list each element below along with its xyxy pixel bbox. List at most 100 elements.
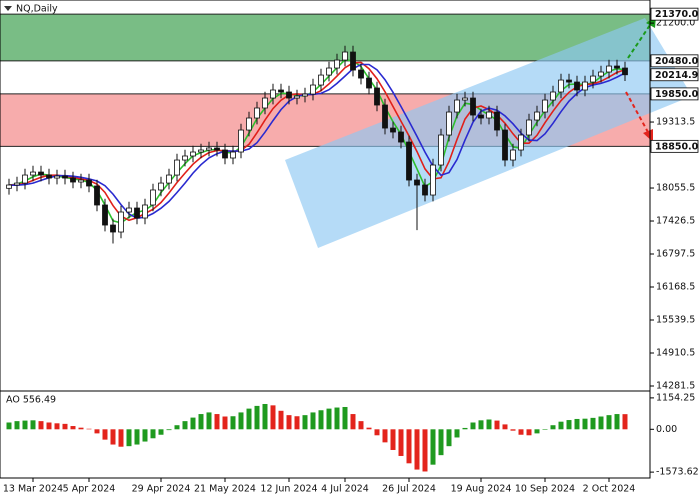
candle-body (86, 179, 92, 187)
ao-bar (390, 429, 396, 450)
ao-bar (54, 423, 60, 430)
candle-body (278, 89, 284, 93)
ao-bar (310, 412, 316, 430)
candle-body (230, 151, 236, 159)
candle-body (614, 65, 620, 69)
ao-bar (246, 408, 252, 430)
ao-bar (326, 408, 332, 430)
ao-bar (222, 416, 228, 430)
ao-bar (574, 418, 580, 430)
chart-title: NQ,Daily (16, 4, 58, 15)
candle-body (206, 147, 212, 151)
candle-body (334, 59, 340, 69)
ao-bar (598, 416, 604, 430)
candle-body (534, 111, 540, 121)
ao-bar (534, 429, 540, 434)
ao-bar (566, 420, 572, 430)
level-label-box (650, 139, 699, 153)
candle-body (566, 79, 572, 83)
x-tick-label: 2 Oct 2024 (583, 484, 636, 495)
ao-bar (126, 429, 132, 447)
ao-bar (406, 429, 412, 464)
y-tick-label: 21200.0 (656, 18, 695, 29)
ao-bar (230, 416, 236, 430)
ao-bar (270, 405, 276, 430)
ao-bar (14, 421, 20, 430)
candle-body (166, 174, 172, 184)
ao-bar (70, 426, 76, 430)
ao-bar (438, 429, 444, 456)
ao-bar (518, 429, 524, 435)
ao-bar (182, 421, 188, 430)
candle-body (126, 207, 132, 213)
ao-bar (46, 422, 52, 430)
candle-body (582, 81, 588, 91)
x-tick-label: 26 Jul 2024 (382, 484, 436, 495)
ao-bar (102, 429, 108, 440)
y-tick-label: 14281.5 (656, 380, 695, 391)
ao-bar (86, 428, 92, 430)
ao-bar (494, 420, 500, 430)
candle-body (478, 114, 484, 119)
ao-bar (382, 429, 388, 443)
candle-body (366, 77, 372, 89)
candle-body (526, 119, 532, 136)
candle-body (406, 141, 412, 181)
candle-body (110, 224, 116, 233)
candle-body (46, 174, 52, 179)
ao-bar (486, 419, 492, 430)
ao-bar (502, 424, 508, 430)
ao-bar (150, 429, 156, 439)
candle-body (38, 171, 44, 176)
candle-body (182, 155, 188, 161)
ao-bar (30, 420, 36, 430)
candle-body (438, 134, 444, 166)
ao-bar (374, 429, 380, 436)
ao-bar (358, 421, 364, 430)
candle-body (238, 129, 244, 153)
candle-body (94, 185, 100, 206)
candle-body (222, 149, 228, 159)
ao-bar (366, 427, 372, 430)
x-tick-label: 4 Jul 2024 (321, 484, 369, 495)
candle-body (134, 207, 140, 219)
candle-body (358, 69, 364, 79)
ao-bar (6, 422, 12, 430)
candle-body (190, 151, 196, 157)
ao-bar (166, 429, 172, 431)
candle-body (30, 171, 36, 176)
candle-body (294, 95, 300, 99)
ao-bar (542, 429, 548, 430)
ao-bar (398, 429, 404, 456)
candle-body (318, 74, 324, 86)
candle-body (326, 67, 332, 76)
candle-body (302, 93, 308, 97)
candle-body (422, 184, 428, 196)
ao-bar (158, 429, 164, 435)
ao-bar (22, 420, 28, 430)
candle-body (598, 71, 604, 77)
candle-body (6, 184, 12, 189)
level-label: 18850.0 (655, 141, 699, 152)
candle-body (14, 182, 20, 186)
candle-body (374, 87, 380, 106)
candle-body (550, 91, 556, 101)
ao-panel (6, 403, 628, 472)
level-label: 21370.0 (655, 9, 699, 20)
ao-bar (214, 414, 220, 430)
candle-body (142, 204, 148, 219)
candle-body (494, 111, 500, 131)
level-label-box (650, 87, 699, 101)
symbol-icon (4, 6, 12, 11)
ao-bar (614, 414, 620, 430)
level-label-box (650, 68, 699, 82)
candle-body (78, 179, 84, 183)
ao-bar (278, 410, 284, 430)
y-tick-label: 19313.5 (656, 117, 695, 128)
ao-bar (590, 417, 596, 430)
ao-bar (198, 414, 204, 430)
candle-body (606, 65, 612, 73)
level-label: 20214.9 (655, 70, 698, 81)
ao-bar (334, 407, 340, 430)
